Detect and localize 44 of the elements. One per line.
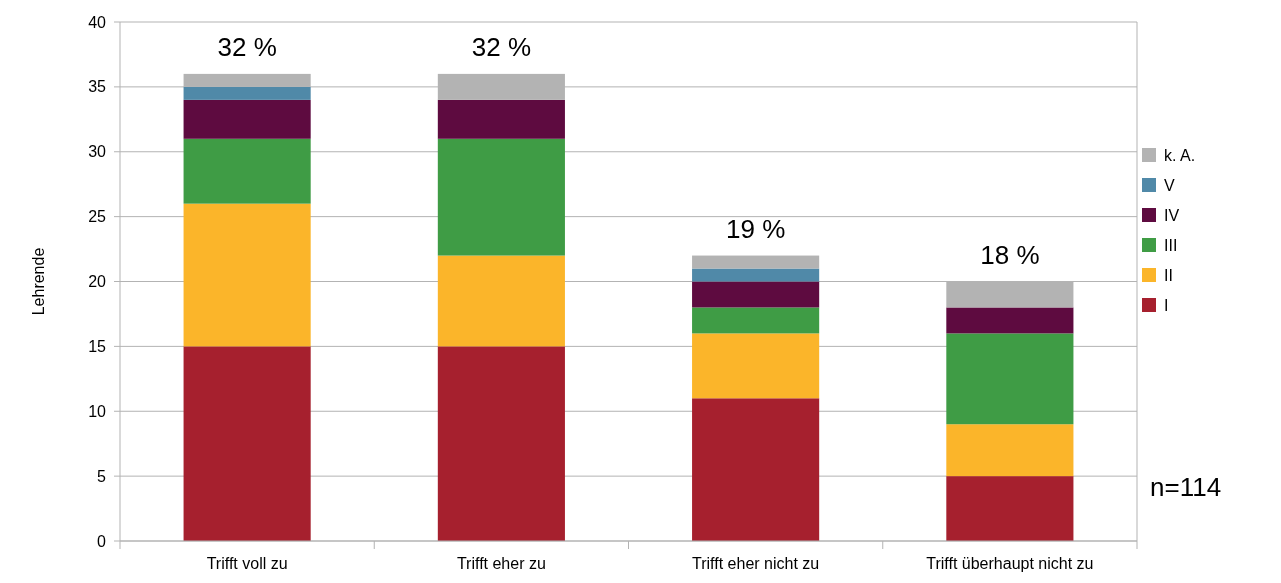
bar (946, 307, 1074, 334)
x-tick-label: Trifft eher nicht zu (692, 555, 820, 572)
legend-label: II (1164, 266, 1173, 284)
bar (183, 203, 311, 347)
bar (946, 333, 1074, 425)
text: n=114 (1150, 472, 1222, 502)
bar (183, 86, 311, 100)
legend-label: V (1164, 176, 1175, 194)
bar (692, 398, 820, 541)
annotation: 18 % (980, 239, 1040, 270)
bar (437, 99, 565, 139)
y-tick-label: 40 (88, 13, 107, 31)
legend-label: IV (1164, 206, 1180, 224)
y-tick-label: 20 (88, 273, 107, 291)
annotation: 32 % (217, 31, 277, 62)
annotation: 32 % (471, 31, 532, 62)
y-tick-label: 5 (97, 467, 107, 485)
bar (183, 99, 311, 139)
bar (437, 138, 565, 256)
bar (437, 346, 565, 541)
y-tick-label: 15 (88, 337, 107, 355)
bar (692, 307, 820, 334)
bar (183, 138, 311, 204)
bar (183, 346, 311, 541)
legend-label: k. A. (1164, 146, 1196, 164)
y-tick-label: 10 (88, 402, 107, 420)
y-tick-label: 0 (97, 532, 107, 550)
bar (692, 333, 820, 399)
bar (692, 255, 820, 269)
y-tick-label: 30 (88, 143, 107, 161)
x-tick-label: Trifft voll zu (206, 555, 288, 572)
bar (946, 476, 1074, 541)
annotation: 19 % (725, 213, 786, 244)
y-axis-title: Lehrende (30, 247, 47, 316)
bar (692, 268, 820, 282)
x-tick-label: Trifft eher zu (456, 555, 546, 572)
legend-label: I (1164, 296, 1169, 314)
bar (946, 424, 1074, 477)
legend-label: III (1164, 236, 1178, 254)
y-tick-label: 35 (88, 78, 107, 96)
y-tick-label: 25 (88, 208, 107, 226)
x-tick-label: Trifft überhaupt nicht zu (926, 555, 1094, 572)
bar (437, 255, 565, 347)
bar (692, 281, 820, 308)
